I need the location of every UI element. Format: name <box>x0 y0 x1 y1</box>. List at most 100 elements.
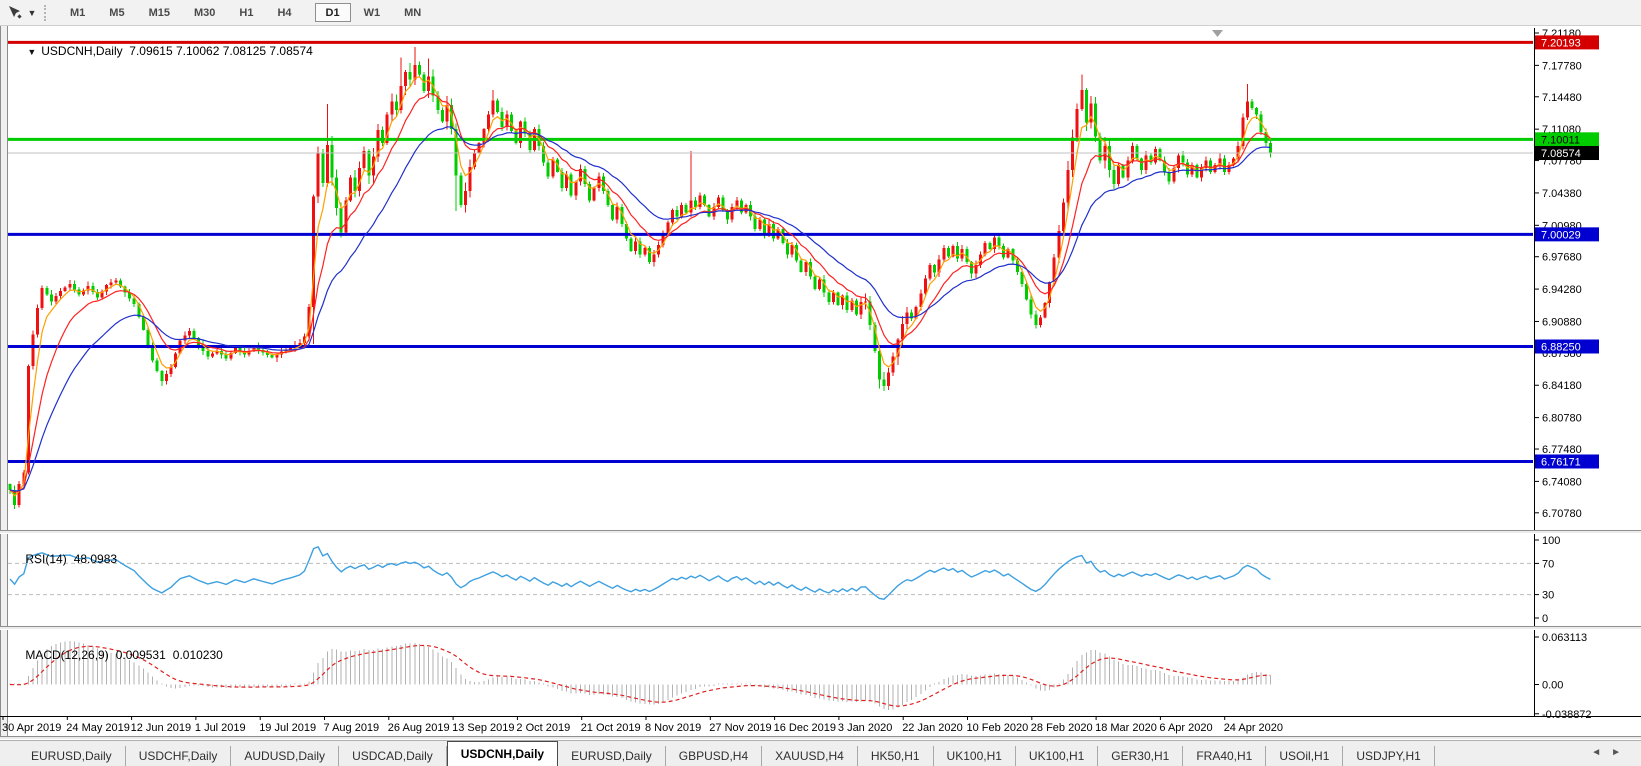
chart-title: ▼ USDCNH,Daily 7.09615 7.10062 7.08125 7.… <box>14 30 313 72</box>
tab-scroll-left-icon[interactable]: ◄ <box>1591 747 1612 758</box>
date-label: 8 Nov 2019 <box>645 722 701 734</box>
rsi-label: RSI(14) 48.0983 <box>12 538 117 580</box>
macd-signal-value: 0.010230 <box>172 648 223 662</box>
macd-indicator-name: MACD(12,26,9) <box>25 648 109 662</box>
chart-cursor-icon[interactable] <box>4 3 26 23</box>
date-label: 10 Feb 2020 <box>967 722 1029 734</box>
macd-pane: 0.063113 0.00 -0.038872 <box>9 630 1592 721</box>
date-label: 27 Nov 2019 <box>709 722 771 734</box>
ma-mid-line <box>9 93 1271 494</box>
current-price-badge <box>1535 146 1599 161</box>
price-axis: 7.211807.177807.144807.110807.077807.043… <box>1534 28 1599 530</box>
collapse-chart-icon[interactable]: ▼ <box>27 47 37 57</box>
chart-tab-bar: EURUSD,Daily USDCHF,Daily AUDUSD,Daily USDC… <box>0 740 1641 766</box>
chart-symbol-period: USDCNH,Daily <box>41 44 123 58</box>
tab-hk50-h1[interactable]: HK50,H1 <box>858 746 934 766</box>
date-label: 19 Jul 2019 <box>259 722 316 734</box>
timeframe-button-m30[interactable]: M30 <box>183 3 226 22</box>
tab-usdchf-daily[interactable]: USDCHF,Daily <box>126 746 232 766</box>
dropdown-arrow-icon[interactable]: ▼ <box>27 7 37 18</box>
date-label: 28 Feb 2020 <box>1031 722 1093 734</box>
ma-slow-line <box>9 126 1271 492</box>
macd-histogram <box>9 640 1271 711</box>
svg-text:0.00: 0.00 <box>1542 680 1563 692</box>
date-label: 24 Apr 2020 <box>1224 722 1283 734</box>
date-label: 18 Mar 2020 <box>1095 722 1157 734</box>
price-tick-label: 6.84180 <box>1542 380 1582 392</box>
tab-uk100-h1-2[interactable]: UK100,H1 <box>1016 746 1099 766</box>
price-tick-label: 7.04380 <box>1542 188 1582 200</box>
tab-eurusd-daily-2[interactable]: EURUSD,Daily <box>558 746 666 766</box>
horizontal-levels <box>8 40 1533 463</box>
macd-signal-line <box>9 644 1271 707</box>
timeframe-button-mn[interactable]: MN <box>393 3 432 22</box>
svg-text:7.20193: 7.20193 <box>1541 37 1581 49</box>
tab-scroll-arrows: ◄► <box>1591 747 1631 758</box>
date-label: 16 Dec 2019 <box>774 722 836 734</box>
timeframe-button-m5[interactable]: M5 <box>98 3 135 22</box>
svg-text:0.063113: 0.063113 <box>1542 632 1587 644</box>
price-tick-label: 6.70780 <box>1542 508 1582 520</box>
svg-text:6.76171: 6.76171 <box>1541 456 1581 468</box>
tab-usdcad-daily[interactable]: USDCAD,Daily <box>339 746 447 766</box>
tab-scroll-right-icon[interactable]: ► <box>1611 747 1631 758</box>
tab-audusd-daily[interactable]: AUDUSD,Daily <box>231 746 340 766</box>
timeframe-button-m1[interactable]: M1 <box>59 3 96 22</box>
time-axis: 30 Apr 2019 24 May 2019 12 Jun 2019 1 Jul 2… <box>2 717 1283 734</box>
date-label: 3 Jan 2020 <box>838 722 892 734</box>
date-label: 21 Oct 2019 <box>581 722 641 734</box>
timeframe-button-w1[interactable]: W1 <box>353 3 392 22</box>
date-label: 22 Jan 2020 <box>902 722 963 734</box>
tab-usdcnh-daily[interactable]: USDCNH,Daily <box>446 741 559 766</box>
toolbar-grip[interactable] <box>44 4 50 21</box>
timeframe-button-h1[interactable]: H1 <box>228 3 264 22</box>
date-label: 1 Jul 2019 <box>195 722 246 734</box>
tab-eurusd-daily[interactable]: EURUSD,Daily <box>18 746 126 766</box>
svg-text:7.00029: 7.00029 <box>1541 229 1581 241</box>
svg-text:0: 0 <box>1542 613 1548 625</box>
date-label: 12 Jun 2019 <box>131 722 192 734</box>
svg-text:7.10011: 7.10011 <box>1541 134 1580 146</box>
macd-label: MACD(12,26,9) 0.009531 0.010230 <box>12 634 223 676</box>
tab-xauusd-h4[interactable]: XAUUSD,H4 <box>762 746 858 766</box>
rsi-current-value: 48.0983 <box>73 552 118 566</box>
timeframe-button-h4[interactable]: H4 <box>266 3 302 22</box>
rsi-pane: 100 70 30 0 <box>8 534 1560 626</box>
date-label: 24 May 2019 <box>66 722 130 734</box>
timeframe-button-m15[interactable]: M15 <box>138 3 181 22</box>
price-badge-7.20193 <box>1535 35 1599 50</box>
price-tick-label: 6.90880 <box>1542 316 1582 328</box>
price-badge-7.10011 <box>1535 132 1599 147</box>
chart-shift-marker[interactable] <box>1212 30 1223 37</box>
tab-usoil-h1[interactable]: USOil,H1 <box>1266 746 1344 766</box>
price-tick-label: 6.97680 <box>1542 252 1582 264</box>
rsi-indicator-name: RSI(14) <box>25 552 67 566</box>
timeframe-buttons: M1 M5 M15 M30 H1 H4 D1 W1 MN <box>58 3 443 23</box>
date-label: 2 Oct 2019 <box>516 722 570 734</box>
macd-main-value: 0.009531 <box>115 648 166 662</box>
tab-uk100-h1[interactable]: UK100,H1 <box>934 746 1016 766</box>
chart-ohlc-values: 7.09615 7.10062 7.08125 7.08574 <box>129 44 313 58</box>
svg-text:6.88250: 6.88250 <box>1541 341 1581 353</box>
price-badge-6.76171 <box>1535 454 1599 469</box>
price-tick-label: 7.17780 <box>1542 60 1582 72</box>
date-label: 7 Aug 2019 <box>324 722 380 734</box>
tab-fra40-h1[interactable]: FRA40,H1 <box>1183 746 1267 766</box>
price-tick-label: 6.80780 <box>1542 413 1582 425</box>
svg-text:-0.038872: -0.038872 <box>1542 709 1592 721</box>
ma-fast-line <box>9 76 1271 497</box>
svg-text:7.08574: 7.08574 <box>1541 148 1581 160</box>
tab-gbpusd-h4[interactable]: GBPUSD,H4 <box>666 746 763 766</box>
moving-average-lines <box>9 76 1271 497</box>
price-tick-label: 6.94280 <box>1542 284 1582 296</box>
date-label: 26 Aug 2019 <box>388 722 450 734</box>
date-label: 30 Apr 2019 <box>2 722 61 734</box>
chart-tabs: EURUSD,Daily USDCHF,Daily AUDUSD,Daily USDC… <box>18 741 1435 766</box>
svg-text:30: 30 <box>1542 590 1554 602</box>
timeframe-button-d1[interactable]: D1 <box>314 3 351 23</box>
price-badge-6.88250 <box>1535 339 1599 354</box>
tab-usdjpy-h1[interactable]: USDJPY,H1 <box>1343 746 1435 766</box>
tab-ger30-h1[interactable]: GER30,H1 <box>1098 746 1184 766</box>
